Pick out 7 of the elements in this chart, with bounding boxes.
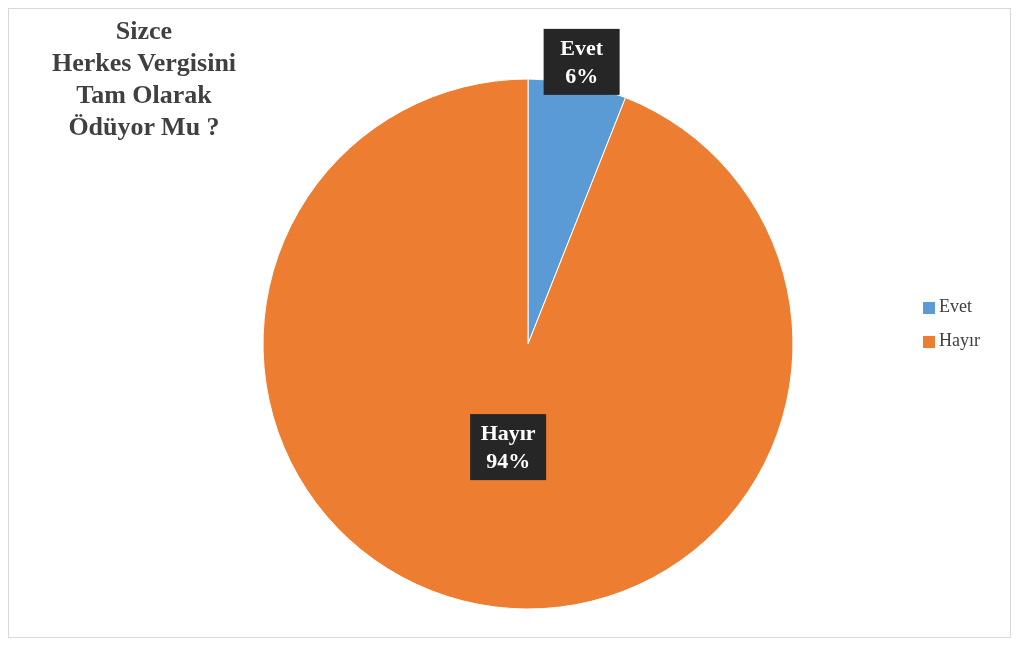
data-label: 94%	[486, 448, 531, 474]
data-label: 6%	[565, 62, 599, 88]
legend-label: Hayır	[939, 330, 980, 350]
text: Sizce Herkes Vergisini Tam Olarak Ödüyor Mu ?	[50, 15, 238, 143]
slice-label: Hayır	[480, 420, 536, 446]
legend-label: Evet	[939, 296, 973, 316]
slice-label: Evet	[560, 34, 604, 60]
